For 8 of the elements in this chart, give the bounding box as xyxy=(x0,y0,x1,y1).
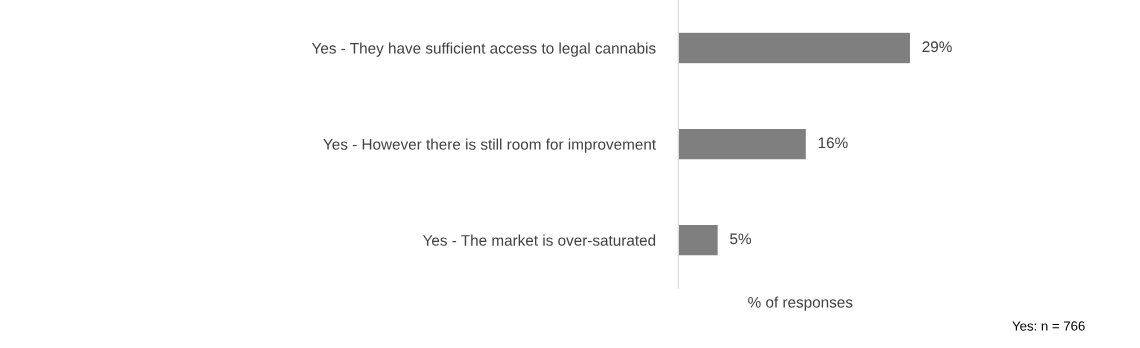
y-tick-label: Yes - The market is over-saturated xyxy=(422,234,656,246)
y-tick-label: Yes - They have sufficient access to legal cannabis xyxy=(311,42,656,57)
x-axis-title: % of responses xyxy=(748,296,853,311)
y-tick-label: Yes - However there is still room for improvement xyxy=(323,138,656,153)
data-label: 5% xyxy=(730,233,752,245)
text: Yes: n = 766 xyxy=(1012,321,1085,331)
data-label: 29% xyxy=(922,41,952,53)
data-label: 16% xyxy=(818,137,848,149)
